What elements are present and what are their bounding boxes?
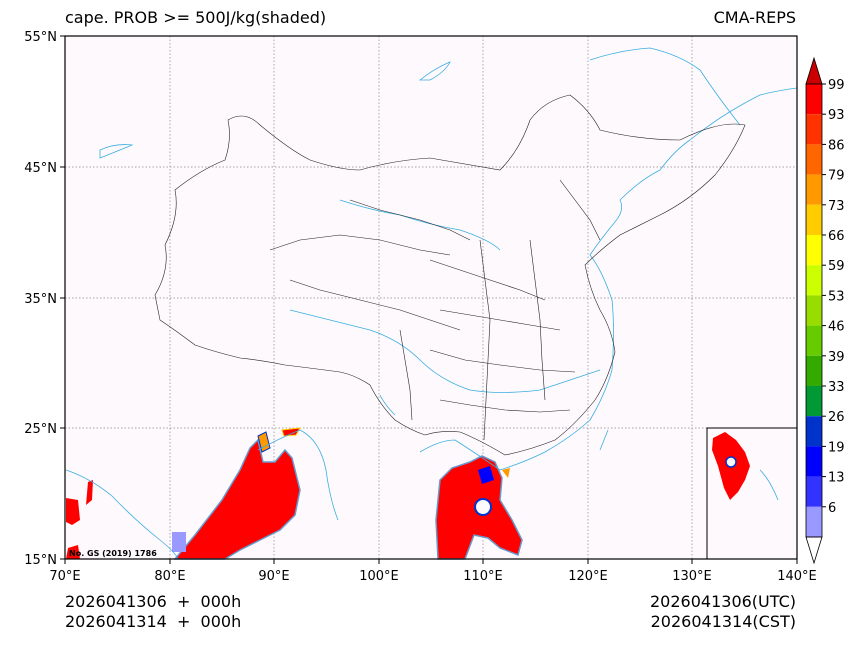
colorbar-segment [806, 235, 822, 266]
colorbar-tick-label: 33 [828, 380, 845, 395]
colorbar-tick-label: 99 [828, 78, 845, 93]
colorbar-tick-label: 73 [828, 199, 845, 214]
lat-label: 55°N [24, 30, 57, 45]
lat-label: 25°N [24, 422, 57, 437]
lat-label: 15°N [24, 553, 57, 568]
colorbar-tick-label: 59 [828, 259, 845, 274]
footer-left: 2026041306 + 000h 2026041314 + 000h [65, 592, 241, 632]
colorbar-tick-label: 53 [828, 289, 845, 304]
map-credit: No. GS (2019) 1786 [69, 549, 157, 558]
axis-ticks [60, 35, 798, 564]
map-title: cape. PROB >= 500J/kg(shaded) [65, 8, 327, 27]
colorbar-frame [805, 83, 823, 538]
footer-right: 2026041306(UTC) 2026041314(CST) [650, 592, 796, 632]
colorbar-segment [806, 386, 822, 417]
colorbar-segment [806, 114, 822, 145]
lon-label: 90°E [258, 569, 289, 584]
colorbar-segment [806, 84, 822, 115]
init-time-utc: 2026041306 + 000h [65, 592, 242, 611]
colorbar-segment [806, 144, 822, 175]
colorbar-tick-label: 86 [828, 138, 845, 153]
colorbar-segment [806, 174, 822, 205]
colorbar-extend-min [805, 536, 823, 565]
colorbar-tick-label: 79 [828, 169, 845, 184]
lat-label: 35°N [24, 292, 57, 307]
lon-label: 70°E [49, 569, 80, 584]
colorbar-tick-label: 13 [828, 471, 845, 486]
colorbar-segment [806, 204, 822, 235]
colorbar-extend-max [805, 56, 823, 85]
colorbar-tick-label: 19 [828, 440, 845, 455]
lon-label: 110°E [463, 569, 503, 584]
colorbar-segment [806, 355, 822, 386]
lon-label: 130°E [672, 569, 712, 584]
political-borders [154, 94, 746, 456]
colorbar-segment [806, 416, 822, 447]
graticule [65, 36, 797, 559]
colorbar-segment [806, 506, 822, 537]
lon-label: 100°E [359, 569, 399, 584]
colorbar-tick-label: 46 [828, 320, 845, 335]
model-name: CMA-REPS [713, 8, 796, 27]
colorbar-segment [806, 446, 822, 477]
colorbar: 99 93 86 79 73 66 59 53 46 39 33 26 19 13 6 [805, 56, 845, 565]
colorbar-tick-label: 93 [828, 108, 845, 123]
colorbar-segment [806, 295, 822, 326]
shaded-probability [66, 427, 750, 560]
colorbar-segment [806, 476, 822, 507]
lon-label: 140°E [777, 569, 817, 584]
colorbar-tick-label: 39 [828, 350, 845, 365]
lat-label: 45°N [24, 161, 57, 176]
lon-label: 120°E [568, 569, 608, 584]
colorbar-tick-label: 26 [828, 410, 845, 425]
map-background [65, 36, 797, 559]
lon-label: 80°E [154, 569, 185, 584]
coastlines [65, 47, 798, 560]
init-time-cst: 2026041314 + 000h [65, 612, 242, 631]
colorbar-segment [806, 325, 822, 356]
valid-time-utc: 2026041306(UTC) [650, 592, 796, 611]
valid-time-cst: 2026041314(CST) [650, 612, 796, 631]
colorbar-tick-label: 66 [828, 229, 845, 244]
colorbar-tick-label: 6 [828, 501, 836, 516]
colorbar-segment [806, 265, 822, 296]
